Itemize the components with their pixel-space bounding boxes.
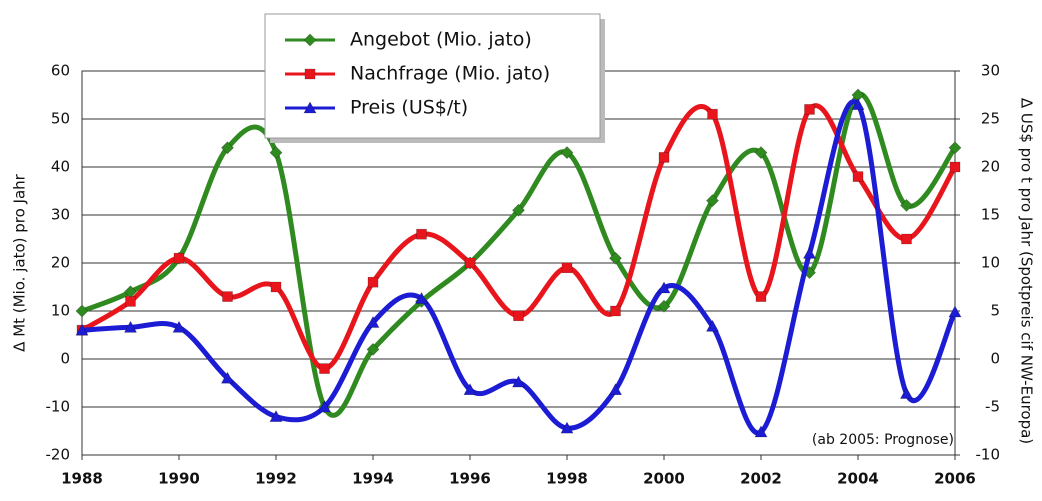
marker xyxy=(948,141,962,155)
x-tick-label: 2002 xyxy=(740,470,782,488)
legend-label: Angebot (Mio. jato) xyxy=(350,29,532,51)
marker xyxy=(513,310,524,322)
x-tick-label: 2006 xyxy=(934,470,976,488)
marker xyxy=(754,425,768,438)
y2-tick-label: 5 xyxy=(990,302,1000,320)
marker xyxy=(414,291,429,304)
marker xyxy=(657,299,671,313)
marker xyxy=(851,97,865,110)
y-axis-title: Δ Mt (Mio. jato) pro Jahr xyxy=(11,173,29,351)
y2-tick-label: 20 xyxy=(981,158,1000,176)
y2-tick-label: 0 xyxy=(990,350,1000,368)
series-line xyxy=(81,92,958,418)
y2-tick-label: 25 xyxy=(981,110,1000,128)
marker xyxy=(948,305,962,318)
marker xyxy=(123,320,138,333)
marker xyxy=(366,342,380,356)
y2-tick-label: 10 xyxy=(981,254,1000,272)
marker xyxy=(754,146,768,160)
marker xyxy=(269,146,283,160)
y-tick-label: 20 xyxy=(51,254,70,272)
marker xyxy=(221,141,234,155)
marker xyxy=(270,281,282,293)
x-tick-label: 1990 xyxy=(158,470,200,488)
series-line xyxy=(81,99,958,436)
marker xyxy=(900,198,913,212)
marker xyxy=(303,33,317,47)
y2-axis-title: Δ US$ pro t pro Jahr (Spotpreis cif NW-E… xyxy=(1018,98,1036,444)
marker xyxy=(173,252,185,264)
marker xyxy=(172,320,186,333)
marker xyxy=(610,305,621,317)
y2-tick-label: 30 xyxy=(981,62,1000,80)
marker xyxy=(511,375,526,388)
marker xyxy=(899,386,914,399)
x-tick-label: 2004 xyxy=(837,470,879,488)
y-tick-label: 60 xyxy=(51,62,70,80)
y2-tick-label: -5 xyxy=(985,398,1000,416)
annotation: (ab 2005: Prognose) xyxy=(812,432,954,448)
y-tick-label: 10 xyxy=(51,302,70,320)
marker xyxy=(464,257,476,269)
marker xyxy=(367,276,379,288)
x-tick-label: 2000 xyxy=(643,470,685,488)
y-tick-label: -10 xyxy=(46,398,71,416)
marker xyxy=(304,68,316,80)
marker xyxy=(125,296,136,307)
marker xyxy=(755,291,767,302)
marker xyxy=(222,291,233,302)
legend: Angebot (Mio. jato) Nachfrage (Mio. jato)… xyxy=(264,13,605,143)
legend-box xyxy=(264,13,601,139)
marker xyxy=(75,304,89,318)
marker xyxy=(269,409,283,422)
y-tick-label: 50 xyxy=(51,110,70,128)
marker xyxy=(657,281,671,294)
marker xyxy=(512,203,525,217)
marker xyxy=(319,363,330,374)
x-tick-label: 1988 xyxy=(61,470,103,488)
marker xyxy=(561,262,573,274)
x-tick-label: 1994 xyxy=(352,470,394,488)
marker xyxy=(949,161,961,173)
marker xyxy=(852,171,864,182)
marker xyxy=(75,323,89,336)
marker xyxy=(802,246,817,259)
y2-tick-label: -10 xyxy=(976,446,1001,464)
marker xyxy=(705,319,720,332)
y-tick-label: 0 xyxy=(60,350,70,368)
marker xyxy=(901,233,912,245)
x-tick-label: 1996 xyxy=(449,470,491,488)
marker xyxy=(609,251,622,265)
marker xyxy=(463,383,477,396)
y-tick-label: -20 xyxy=(46,446,71,464)
marker xyxy=(560,421,574,434)
y-tick-label: 40 xyxy=(51,158,70,176)
marker xyxy=(560,146,574,160)
marker xyxy=(220,371,235,384)
legend-label: Preis (US$/t) xyxy=(350,97,468,119)
x-tick-label: 1992 xyxy=(255,470,297,488)
marker xyxy=(707,108,718,120)
marker xyxy=(608,383,623,396)
marker xyxy=(706,194,719,208)
y-tick-label: 30 xyxy=(51,206,70,224)
marker xyxy=(416,228,427,240)
marker xyxy=(317,400,332,413)
legend-label: Nachfrage (Mio. jato) xyxy=(350,63,550,85)
x-tick-label: 1998 xyxy=(546,470,588,488)
marker xyxy=(366,315,380,328)
marker xyxy=(804,104,815,115)
marker xyxy=(658,152,670,163)
marker xyxy=(303,101,317,114)
y2-tick-label: 15 xyxy=(981,206,1000,224)
